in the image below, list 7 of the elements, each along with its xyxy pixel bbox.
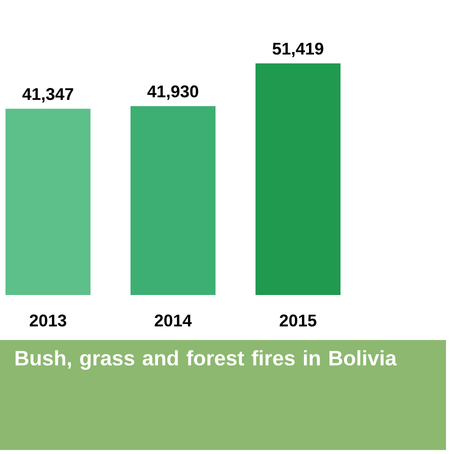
data-label: 41,347 xyxy=(22,88,74,103)
x-tick-label: 2015 xyxy=(280,314,316,327)
data-label: 41,930 xyxy=(147,85,198,100)
x-tick-label: 2013 xyxy=(30,314,66,327)
x-tick-label: 2014 xyxy=(154,314,192,327)
text: Bush, grass and forest fires in Bolivia xyxy=(16,350,397,370)
data-label: 51,419 xyxy=(272,42,324,58)
